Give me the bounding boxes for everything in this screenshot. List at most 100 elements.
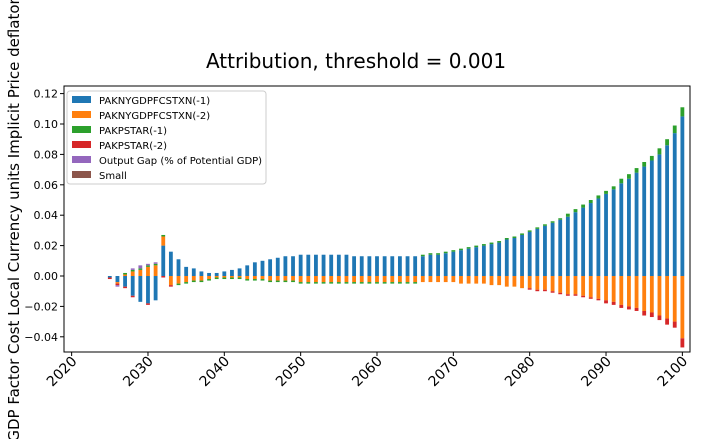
bar-segment [680, 116, 685, 277]
bar-segment [504, 238, 509, 240]
bar-segment [336, 254, 341, 276]
bar-segment [336, 276, 341, 283]
bar-segment [436, 253, 440, 255]
legend-label: Output Gap (% of Potential GDP) [99, 156, 262, 167]
bar-segment [527, 288, 532, 290]
legend-label: Small [99, 171, 127, 182]
bar-segment [268, 276, 273, 281]
bar-segment [619, 178, 624, 184]
y-tick-label: 0.00 [34, 270, 59, 283]
bar-segment [466, 276, 471, 284]
bar-segment [161, 245, 166, 276]
bar-segment [573, 294, 578, 296]
bar-segment [634, 276, 639, 308]
bar-segment [199, 280, 204, 283]
bar-segment [115, 283, 120, 286]
bar-segment [314, 276, 318, 283]
legend-swatch [72, 141, 91, 148]
bar-segment [107, 277, 112, 280]
bar-segment [123, 286, 127, 289]
bar-segment [459, 276, 463, 284]
bar-segment [291, 276, 295, 281]
bar-segment [123, 274, 127, 276]
bar-segment [207, 276, 211, 280]
bar-segment [611, 189, 616, 276]
bar-segment [107, 276, 112, 278]
legend-swatch [72, 126, 91, 133]
y-tick-label: 0.08 [34, 148, 59, 161]
bar-segment [153, 262, 158, 264]
bar-segment [352, 282, 357, 284]
bar-segment [497, 276, 502, 286]
bar-segment [466, 248, 471, 276]
bar-segment [306, 254, 311, 276]
legend-swatch [72, 156, 91, 163]
bar-segment [665, 139, 670, 146]
bar-segment [405, 282, 410, 284]
bar-segment [230, 277, 234, 280]
bar-segment [184, 266, 189, 276]
bar-segment [428, 253, 433, 255]
bar-segment [443, 251, 448, 254]
bar-segment [535, 276, 540, 290]
bar-segment [153, 263, 158, 266]
legend-swatch [72, 171, 91, 178]
bar-segment [588, 200, 593, 204]
bar-segment [161, 236, 166, 246]
bar-segment [359, 256, 364, 276]
legend-box [66, 90, 267, 185]
x-tick-label: 2070 [426, 354, 463, 391]
bar-segment [611, 276, 616, 302]
bar-segment [642, 276, 647, 311]
bar-segment [115, 276, 120, 283]
bar-segment [459, 250, 463, 276]
bar-segment [146, 263, 150, 266]
legend: PAKNYGDPFCSTXN(-1) PAKNYGDPFCSTXN(-2) PAKP… [66, 90, 267, 185]
x-tick-label: 2060 [349, 354, 386, 391]
bar-segment [535, 289, 540, 292]
bar-segment [642, 310, 647, 316]
bar-segment [573, 212, 578, 276]
bar-segment [634, 172, 639, 276]
bar-segment [214, 277, 219, 280]
bar-segment [436, 254, 440, 276]
bar-segment [352, 256, 357, 276]
bar-segment [558, 218, 563, 220]
bar-segment [222, 276, 227, 278]
bar-segment [604, 190, 608, 194]
bar-segment [657, 315, 662, 321]
bar-segment [543, 289, 547, 292]
x-tick-label: 2020 [44, 354, 81, 391]
bar-segment [237, 268, 242, 276]
bar-segment [283, 276, 288, 281]
y-tick-label: 0.02 [34, 240, 59, 253]
x-tick-label: 2030 [120, 354, 157, 391]
bar-segment [168, 276, 173, 286]
bar-segment [565, 213, 570, 217]
bar-segment [619, 183, 624, 276]
bar-segment [672, 125, 677, 134]
bar-segment [596, 195, 601, 199]
x-tick-label: 2080 [502, 354, 539, 391]
bar-segment [527, 231, 532, 276]
bar-segment [291, 256, 295, 276]
bar-segment [504, 276, 509, 287]
bar-segment [138, 276, 143, 302]
bar-segment [352, 276, 357, 283]
bar-segment [588, 276, 593, 298]
bar-segment [252, 262, 257, 276]
bar-segment [405, 276, 410, 283]
bar-segment [138, 265, 143, 269]
bar-segment [367, 256, 372, 276]
bar-segment [588, 203, 593, 276]
bar-segment [375, 256, 379, 276]
bar-segment [344, 254, 349, 276]
bar-segment [252, 279, 257, 281]
bar-segment [375, 282, 379, 284]
legend-swatch [72, 111, 91, 118]
legend-label: PAKPSTAR(-1) [99, 126, 167, 137]
bar-segment [512, 236, 517, 238]
bar-segment [115, 282, 120, 284]
bar-segment [344, 276, 349, 283]
bar-segment [413, 256, 418, 276]
